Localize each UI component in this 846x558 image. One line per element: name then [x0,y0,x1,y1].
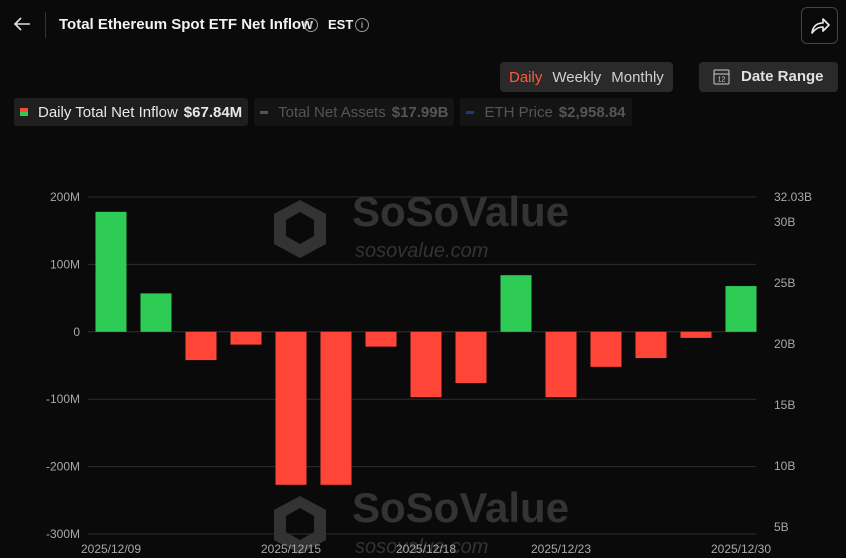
y2-tick-label: 20B [774,337,795,351]
bar [365,331,397,347]
watermark-logo [274,200,326,258]
bar [500,275,532,332]
legend-item[interactable]: Daily Total Net Inflow $67.84M [14,98,249,126]
legend-label: ETH Price [484,103,553,121]
legend-value: $67.84M [183,103,243,121]
y2-tick-label: 32.03B [774,190,812,204]
bar [590,331,622,367]
legend-item[interactable]: Total Net Assets $17.99B [254,98,455,126]
period-tab[interactable]: Weekly [552,68,602,86]
bar [185,331,217,361]
legend-label: Total Net Assets [278,103,386,121]
x-tick-label: 2025/12/30 [711,542,771,556]
y2-tick-label: 25B [774,276,795,290]
y-tick-label: 200M [50,190,80,204]
bar [545,331,577,398]
bar [410,331,442,398]
watermark-brand: SoSoValue [352,484,569,531]
info-icon[interactable]: i [304,18,318,32]
y2-tick-label: 10B [774,459,795,473]
header: Total Ethereum Spot ETF Net Inflow i EST… [0,0,846,50]
period-tabs: Daily Weekly Monthly [500,62,673,92]
bar [455,331,487,384]
date-range-label: Date Range [741,68,824,85]
y-tick-label: -100M [46,392,80,406]
page-title: Total Ethereum Spot ETF Net Inflow [59,16,313,33]
x-tick-label: 2025/12/09 [81,542,141,556]
y-tick-label: 0 [73,325,80,339]
x-tick-label: 2025/12/18 [396,542,456,556]
bar [635,331,667,359]
y-tick-label: 100M [50,257,80,271]
y2-tick-label: 5B [774,520,789,534]
bar [680,331,712,338]
back-button[interactable] [12,14,32,34]
legend-value: $2,958.84 [558,103,626,121]
period-tab[interactable]: Monthly [611,68,664,86]
watermark-brand: SoSoValue [352,188,569,235]
timezone: EST [328,17,354,32]
bar [95,211,127,332]
info-icon[interactable]: i [355,18,369,32]
watermark: SoSoValue sosovalue.com SoSoValue sosova… [274,188,569,558]
y-tick-label: -200M [46,460,80,474]
watermark-url: sosovalue.com [355,536,488,558]
legend: Daily Total Net Inflow $67.84M Total Net A… [14,98,632,126]
legend-item[interactable]: ETH Price $2,958.84 [460,98,632,126]
share-button[interactable] [801,7,838,44]
watermark-logo [274,496,326,554]
legend-label: Daily Total Net Inflow [38,103,178,121]
period-tab[interactable]: Daily [509,68,543,86]
bar [230,331,262,345]
svg-text:12: 12 [718,77,726,84]
bar [140,293,172,332]
legend-swatch [20,108,28,116]
date-range-button[interactable]: 12 Date Range [699,62,838,92]
separator [45,12,46,38]
watermark-url: sosovalue.com [355,240,488,262]
x-tick-label: 2025/12/23 [531,542,591,556]
x-tick-label: 2025/12/15 [261,542,321,556]
y2-tick-label: 15B [774,398,795,412]
legend-value: $17.99B [391,103,449,121]
y2-tick-label: 30B [774,215,795,229]
legend-swatch [466,110,475,114]
legend-swatch [260,110,269,114]
bar [725,286,757,332]
bar [275,331,307,485]
y-tick-label: -300M [46,527,80,541]
bar [320,331,352,485]
